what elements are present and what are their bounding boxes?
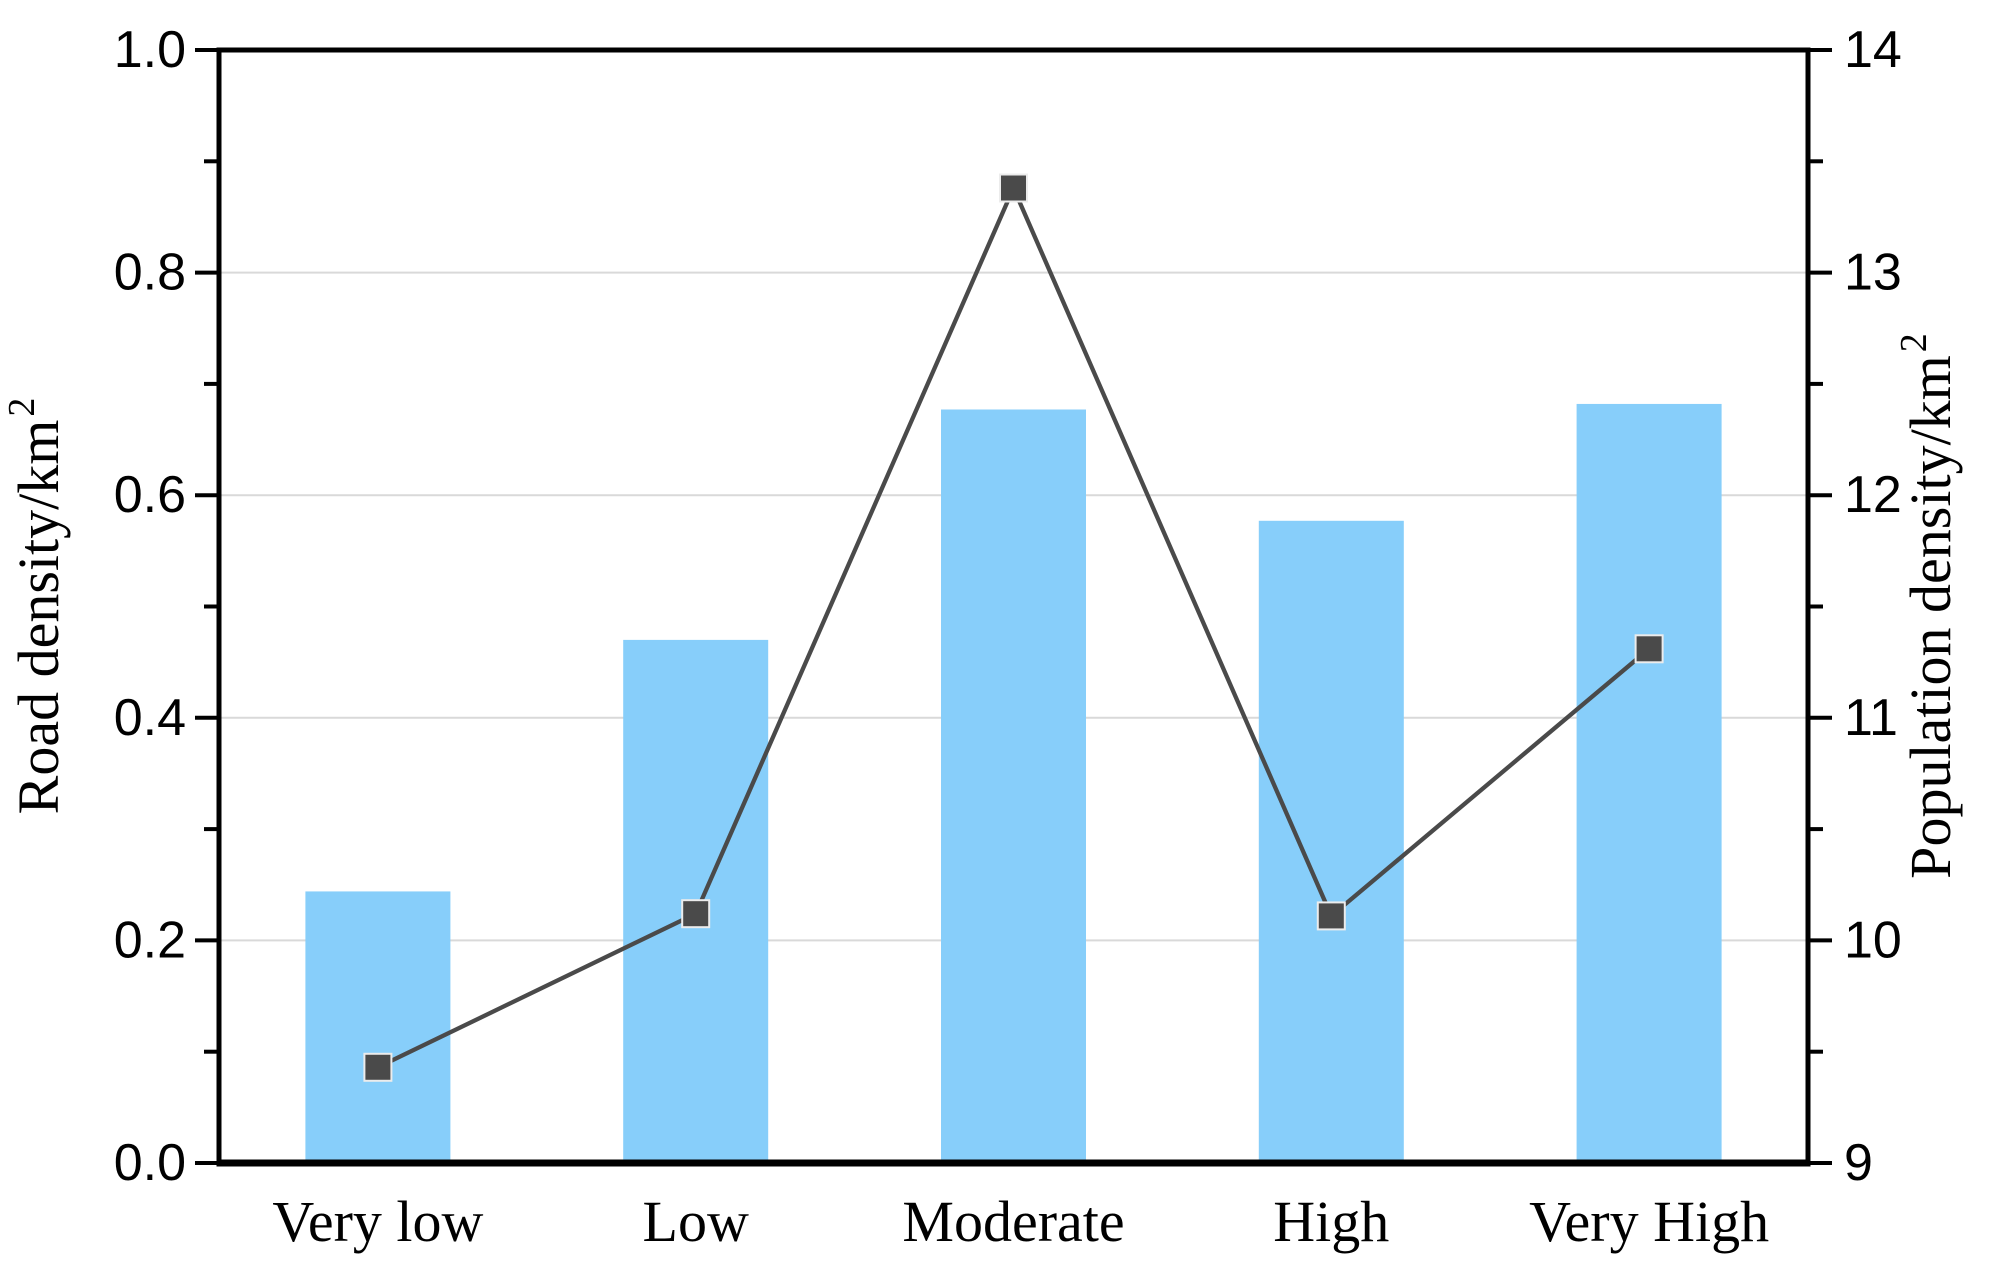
right-axis-tick-label: 12	[1844, 466, 1902, 524]
left-axis-tick-label: 0.8	[114, 244, 186, 302]
marker-very-high	[1634, 634, 1664, 664]
left-axis-tick-label: 0.0	[114, 1134, 186, 1192]
bar-very-high	[1576, 403, 1722, 1164]
bar-moderate	[941, 409, 1086, 1163]
left-axis-tick-label: 0.6	[114, 466, 186, 524]
right-axis-tick-label: 10	[1844, 911, 1902, 969]
marker-moderate	[999, 173, 1028, 203]
left-axis-title: Road density/km2	[1, 398, 71, 815]
x-axis-label-low: Low	[643, 1189, 749, 1254]
marker-high	[1316, 901, 1346, 931]
right-axis-tick-label: 11	[1844, 689, 1898, 747]
x-axis-label-very-high: Very High	[1529, 1189, 1769, 1254]
left-axis-tick-label: 0.2	[114, 911, 186, 969]
right-axis-title: Population density/km2	[1893, 333, 1963, 879]
marker-low	[681, 899, 711, 929]
x-axis-label-high: High	[1273, 1189, 1389, 1254]
right-axis-tick-label: 14	[1844, 21, 1902, 79]
left-axis-tick-label: 0.4	[114, 689, 186, 747]
right-axis-tick-label: 13	[1844, 244, 1902, 302]
bar-high	[1258, 520, 1404, 1163]
x-axis-label-very-low: Very low	[272, 1189, 483, 1254]
x-axis-label-moderate: Moderate	[902, 1189, 1124, 1254]
left-axis-tick-label: 1.0	[114, 21, 186, 79]
bar-very-low	[305, 891, 451, 1163]
marker-very-low	[363, 1052, 393, 1082]
right-axis-tick-label: 9	[1844, 1134, 1873, 1192]
